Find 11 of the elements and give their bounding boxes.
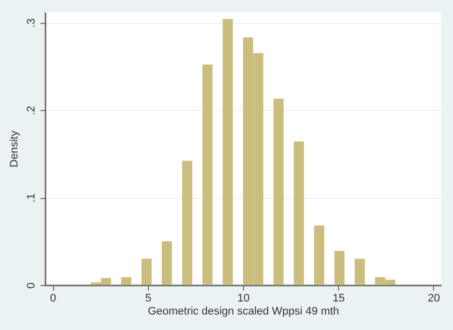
y-tick-label: 0 [26, 282, 38, 289]
y-tick-label: .3 [26, 18, 38, 28]
x-axis-title: Geometric design scaled Wppsi 49 mth [148, 306, 340, 318]
x-tick-label: 20 [428, 292, 440, 304]
x-tick-label: 5 [145, 292, 152, 304]
x-tick-label: 10 [237, 292, 250, 304]
y-axis-title: Density [8, 130, 20, 168]
x-tick-label: 0 [50, 292, 56, 304]
y-tick-label: .2 [26, 106, 38, 116]
x-tick-label: 15 [332, 292, 345, 304]
y-tick-label: .1 [26, 193, 38, 203]
